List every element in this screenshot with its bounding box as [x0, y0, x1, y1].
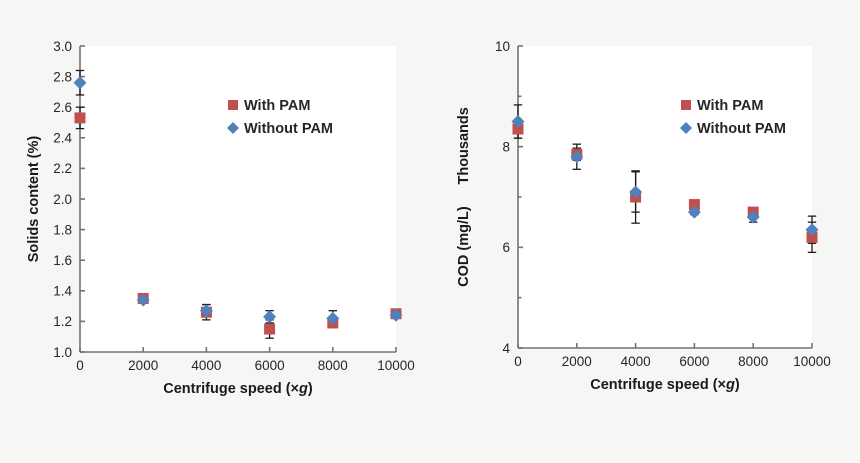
data-point-without-pam-0 — [73, 76, 87, 90]
y-tick-label: 1.0 — [53, 345, 72, 360]
legend-label-without-pam: Without PAM — [244, 121, 333, 137]
data-point-with-pam-10000 — [806, 231, 818, 243]
legend-label-without-pam: Without PAM — [697, 121, 786, 137]
data-point-with-pam-0 — [74, 112, 86, 124]
data-point-without-pam-6000 — [687, 205, 701, 219]
y-axis-title: COD (mg/L) Thousands — [456, 107, 472, 287]
x-tick-label: 4000 — [621, 354, 651, 369]
x-tick-label: 2000 — [562, 354, 592, 369]
x-tick-label: 10000 — [793, 354, 831, 369]
y-tick-label: 1.4 — [53, 284, 72, 299]
legend-marker-without-pam — [227, 122, 239, 134]
cod-chart: 4 6 8 10 0 2000 4000 6000 8000 10000 COD (mg/L) Th… — [456, 39, 831, 393]
data-point-with-pam-6000 — [264, 323, 276, 335]
y-tick-label: 1.6 — [53, 253, 72, 268]
x-tick-label: 6000 — [255, 358, 285, 373]
x-tick-label: 6000 — [679, 354, 709, 369]
x-tick-label: 0 — [76, 358, 84, 373]
legend-label-with-pam: With PAM — [697, 98, 763, 114]
x-axis-title: Centrifuge speed (×g) — [590, 377, 740, 393]
data-point-without-pam-6000 — [263, 310, 277, 324]
y-tick-label: 2.8 — [53, 69, 72, 84]
legend-marker-with-pam — [681, 100, 691, 110]
data-point-without-pam-10000 — [389, 308, 403, 322]
y-tick-label: 1.2 — [53, 314, 72, 329]
x-tick-label: 2000 — [128, 358, 158, 373]
data-point-without-pam-2000 — [136, 293, 150, 307]
plot-area — [80, 46, 396, 352]
legend-marker-without-pam — [680, 122, 692, 134]
y-tick-label: 2.0 — [53, 192, 72, 207]
y-tick-label: 10 — [495, 39, 510, 54]
y-tick-label: 1.8 — [53, 222, 72, 237]
data-point-with-pam-6000 — [688, 199, 700, 211]
x-axis-title: Centrifuge speed (×g) — [163, 381, 313, 397]
y-tick-label: 3.0 — [53, 39, 72, 54]
x-tick-label: 8000 — [738, 354, 768, 369]
data-point-without-pam-8000 — [326, 311, 340, 325]
y-tick-label: 4 — [502, 341, 510, 356]
plot-area — [518, 46, 812, 348]
y-tick-label: 2.6 — [53, 100, 72, 115]
legend-marker-with-pam — [228, 100, 238, 110]
data-point-without-pam-10000 — [805, 223, 819, 237]
data-point-without-pam-0 — [511, 115, 525, 128]
y-axis-title: Solids content (%) — [26, 136, 42, 263]
data-point-without-pam-8000 — [746, 210, 760, 224]
data-point-with-pam-0 — [512, 123, 524, 135]
y-tick-label: 2.2 — [53, 161, 72, 176]
data-point-without-pam-4000 — [629, 185, 643, 199]
legend-label-with-pam: With PAM — [244, 98, 310, 114]
y-tick-label: 8 — [502, 139, 510, 154]
data-point-without-pam-4000 — [199, 304, 213, 318]
x-tick-label: 0 — [514, 354, 522, 369]
x-tick-label: 8000 — [318, 358, 348, 373]
data-point-without-pam-2000 — [570, 150, 584, 164]
x-tick-label: 10000 — [377, 358, 415, 373]
y-tick-label: 6 — [502, 240, 510, 255]
y-tick-label: 2.4 — [53, 131, 72, 146]
x-tick-label: 4000 — [191, 358, 221, 373]
solids-content-chart: 1.0 1.2 1.4 1.6 1.8 2.0 2.2 2.4 2.6 2.8 3.0 0 2000 40… — [26, 39, 415, 397]
